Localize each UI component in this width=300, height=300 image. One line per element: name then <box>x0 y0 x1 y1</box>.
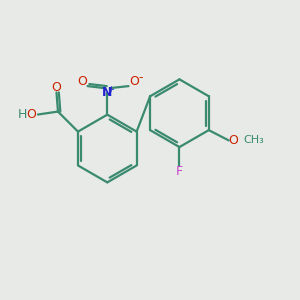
Text: CH₃: CH₃ <box>243 135 264 146</box>
Text: O: O <box>52 81 61 94</box>
Text: -: - <box>138 71 143 84</box>
Text: O: O <box>77 75 87 88</box>
Text: +: + <box>107 85 114 94</box>
Text: O: O <box>228 134 238 147</box>
Text: F: F <box>176 165 183 178</box>
Text: N: N <box>102 86 112 99</box>
Text: O: O <box>129 75 139 88</box>
Text: O: O <box>26 108 36 121</box>
Text: H: H <box>18 108 27 121</box>
